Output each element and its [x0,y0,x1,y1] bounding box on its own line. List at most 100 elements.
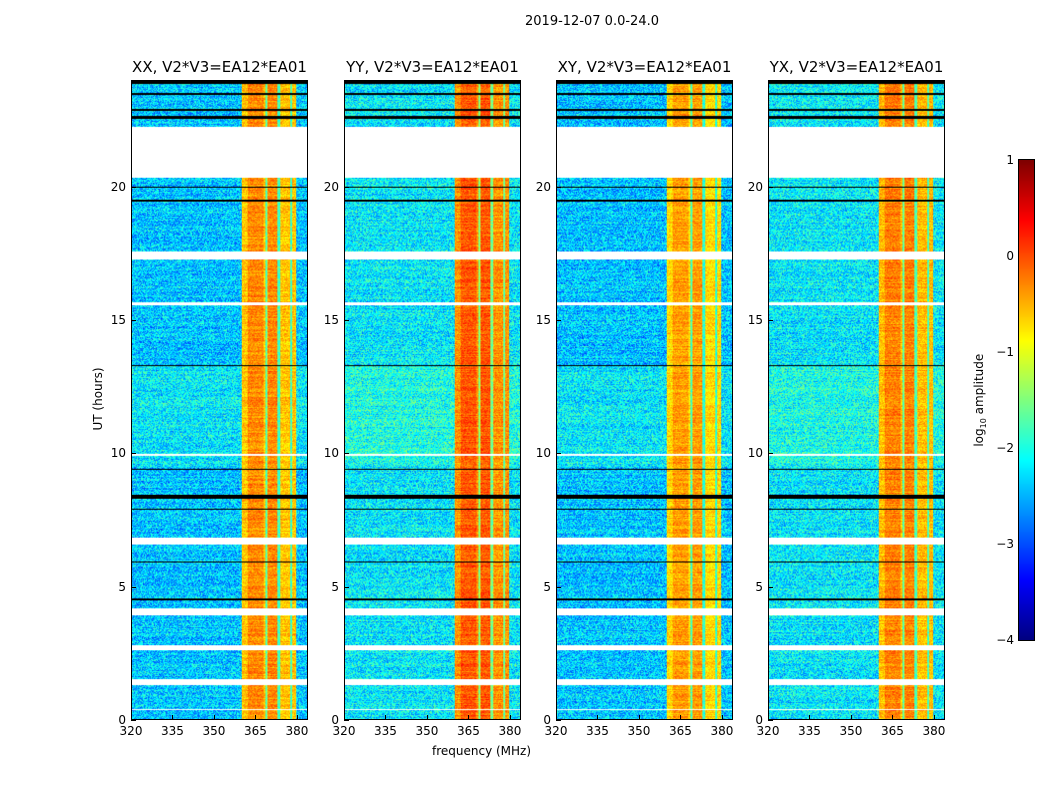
y-tick-label: 5 [331,579,339,594]
x-tick [344,715,345,720]
y-tick-label: 15 [110,313,126,327]
x-tick-label: 380 [710,724,734,738]
colorbar-label: log10 amplitude [971,353,989,447]
y-tick-label: 5 [755,579,763,594]
y-tick-label: 0 [755,713,763,727]
y-tick-label: 15 [747,313,763,327]
y-tick [556,453,561,455]
y-tick [344,720,349,721]
x-tick [597,715,599,720]
x-tick [213,715,215,720]
x-tick-label: 380 [498,724,522,738]
x-tick-label: 350 [202,724,226,738]
x-tick-label: 335 [374,724,397,738]
y-tick [344,186,349,188]
y-tick [344,320,349,321]
y-tick-label: 15 [323,313,339,327]
y-tick-label: 15 [535,313,551,327]
y-tick-label: 20 [747,179,763,194]
y-tick-label: 10 [747,446,763,461]
y-tick [131,320,136,321]
x-tick-label: 335 [586,724,609,738]
heatmap-cells [557,81,732,719]
x-tick [809,715,811,720]
y-tick-label: 20 [110,179,126,194]
panel-title: XY, V2*V3=EA12*EA01 [557,58,732,76]
x-tick [131,715,132,720]
heatmap-panel-1 [131,80,308,720]
y-tick [556,320,561,321]
x-tick [172,715,174,720]
y-tick [768,453,773,455]
x-tick-label: 365 [244,724,267,738]
x-tick [385,715,387,720]
y-tick-label: 20 [323,179,339,194]
x-tick-label: 320 [332,724,356,738]
y-tick [131,586,136,588]
x-tick-label: 365 [457,724,480,738]
x-tick [768,715,769,720]
x-tick [468,715,470,720]
x-tick-label: 320 [544,724,568,738]
x-tick [296,715,298,720]
heatmap-cells [769,81,944,719]
x-tick-label: 335 [161,724,184,738]
x-tick-label: 380 [922,724,946,738]
y-tick [556,586,561,588]
x-tick [638,715,640,720]
x-tick-label: 320 [756,724,780,738]
x-tick [556,715,557,720]
x-tick [255,715,257,720]
y-tick [344,453,349,455]
y-tick [131,186,136,188]
y-axis-label: UT (hours) [91,367,105,431]
x-tick [721,715,723,720]
x-tick-label: 350 [839,724,863,738]
y-tick-label: 0 [543,713,551,727]
x-tick [680,715,682,720]
x-tick-label: 320 [119,724,143,738]
y-tick-label: 0 [118,713,126,727]
y-tick [768,586,773,588]
y-tick [768,720,773,721]
colorbar-tick-label: −3 [996,537,1014,551]
y-tick-label: 10 [110,446,126,461]
heatmap-panel-4 [768,80,945,720]
x-axis-label: frequency (MHz) [432,744,532,758]
x-tick-label: 380 [285,724,309,738]
y-tick [131,453,136,455]
colorbar-tick-label: −2 [996,441,1014,455]
x-tick [892,715,894,720]
y-tick [556,720,561,721]
panel-title: YX, V2*V3=EA12*EA01 [769,58,944,76]
y-tick-label: 5 [543,579,551,594]
heatmap-cells [132,81,307,719]
x-tick-label: 365 [881,724,904,738]
colorbar [1018,159,1035,641]
panel-title: XX, V2*V3=EA12*EA01 [132,58,307,76]
y-tick-label: 0 [331,713,339,727]
y-tick-label: 10 [535,446,551,461]
y-tick [768,320,773,321]
x-tick-label: 350 [627,724,651,738]
x-tick-label: 335 [798,724,821,738]
heatmap-panel-2 [344,80,521,720]
panel-title: YY, V2*V3=EA12*EA01 [346,58,519,76]
colorbar-tick-label: −4 [996,633,1014,647]
x-tick [509,715,511,720]
colorbar-tick-label: −1 [996,345,1014,359]
heatmap-cells [345,81,520,719]
x-tick [850,715,852,720]
y-tick [556,186,561,188]
heatmap-panel-3 [556,80,733,720]
colorbar-tick-label: 1 [1006,153,1014,167]
x-tick [426,715,428,720]
y-tick [344,586,349,588]
colorbar-gradient [1019,160,1034,640]
colorbar-tick-label: 0 [1006,249,1014,263]
x-tick-label: 350 [415,724,439,738]
x-tick [933,715,935,720]
y-tick [131,720,136,721]
y-tick [768,186,773,188]
